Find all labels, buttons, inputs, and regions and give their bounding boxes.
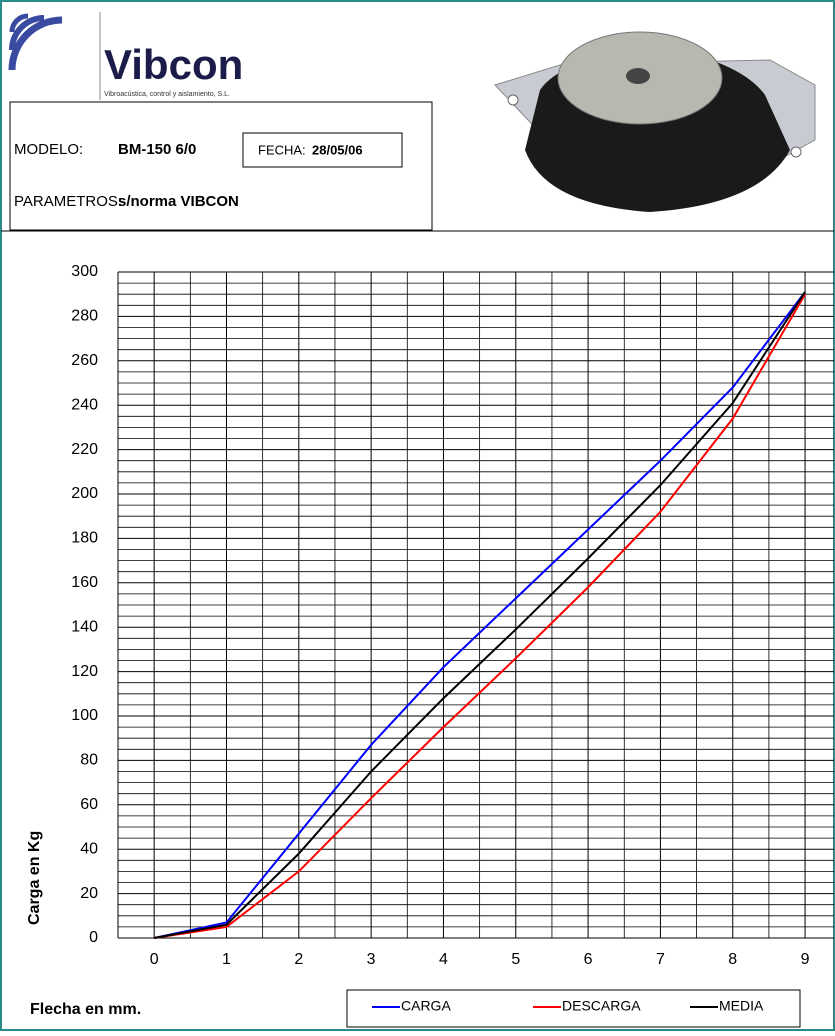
x-tick-label: 6 — [584, 951, 593, 968]
x-tick-label: 4 — [439, 951, 448, 968]
y-tick-label: 120 — [71, 663, 98, 680]
y-tick-label: 60 — [80, 796, 98, 813]
legend-label: CARGA — [401, 998, 451, 1014]
logo-name: Vibcon — [104, 41, 243, 88]
y-tick-label: 100 — [71, 707, 98, 724]
y-axis-label: Carga en Kg — [26, 831, 43, 925]
params-label: PARAMETROS: — [14, 193, 122, 210]
x-tick-label: 5 — [511, 951, 520, 968]
y-tick-label: 220 — [71, 441, 98, 458]
y-tick-label: 200 — [71, 485, 98, 502]
x-tick-label: 9 — [801, 951, 810, 968]
y-tick-label: 280 — [71, 308, 98, 325]
x-tick-label: 2 — [294, 951, 303, 968]
model-value: BM-150 6/0 — [118, 141, 196, 158]
legend-label: MEDIA — [719, 998, 764, 1014]
y-tick-label: 80 — [80, 752, 98, 769]
page: Vibcon Vibroacústica, control y aislamie… — [0, 0, 835, 1031]
x-tick-label: 0 — [150, 951, 159, 968]
logo-tagline: Vibroacústica, control y aislamiento, S.… — [104, 91, 230, 98]
y-tick-label: 160 — [71, 574, 98, 591]
y-tick-label: 20 — [80, 885, 98, 902]
y-tick-label: 300 — [71, 263, 98, 280]
x-axis-label: Flecha en mm. — [30, 1001, 141, 1018]
x-tick-label: 3 — [367, 951, 376, 968]
y-tick-label: 240 — [71, 396, 98, 413]
model-label: MODELO: — [14, 141, 83, 158]
y-tick-label: 260 — [71, 352, 98, 369]
legend-label: DESCARGA — [562, 998, 641, 1014]
y-tick-label: 0 — [89, 929, 98, 946]
date-label: FECHA: — [258, 142, 306, 157]
x-tick-label: 7 — [656, 951, 665, 968]
y-tick-label: 180 — [71, 530, 98, 547]
x-tick-label: 1 — [222, 951, 231, 968]
y-tick-label: 140 — [71, 618, 98, 635]
y-tick-label: 40 — [80, 840, 98, 857]
params-value: s/norma VIBCON — [118, 193, 239, 210]
date-value: 28/05/06 — [312, 142, 363, 157]
x-tick-label: 8 — [728, 951, 737, 968]
